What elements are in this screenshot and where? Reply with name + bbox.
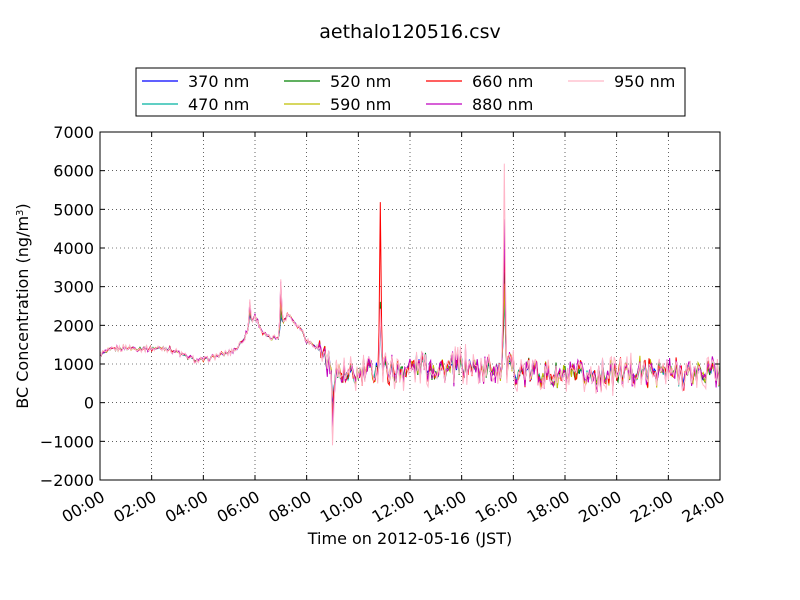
y-tick-label: 6000 — [53, 162, 94, 181]
x-tick-label: 02:00 — [110, 487, 159, 527]
x-axis-label: Time on 2012-05-16 (JST) — [307, 529, 512, 548]
y-tick-label: 7000 — [53, 123, 94, 142]
x-tick-label: 04:00 — [162, 487, 211, 527]
x-tick-label: 20:00 — [575, 487, 624, 527]
legend-label: 880 nm — [472, 95, 533, 114]
legend-label: 520 nm — [330, 72, 391, 91]
y-tick-label: 5000 — [53, 200, 94, 219]
legend-frame — [135, 67, 686, 117]
y-tick-label: −2000 — [40, 471, 94, 490]
legend-label: 660 nm — [472, 72, 533, 91]
x-tick-label: 14:00 — [420, 487, 469, 527]
x-tick-label: 12:00 — [369, 487, 418, 527]
y-tick-label: 2000 — [53, 316, 94, 335]
legend-label: 470 nm — [188, 95, 249, 114]
x-tick-label: 06:00 — [214, 487, 263, 527]
x-tick-label: 10:00 — [317, 487, 366, 527]
x-tick-label: 00:00 — [59, 487, 108, 527]
legend-label: 950 nm — [614, 72, 675, 91]
legend-label: 590 nm — [330, 95, 391, 114]
grid — [100, 132, 720, 480]
y-tick-label: −1000 — [40, 432, 94, 451]
chart-title: aethalo120516.csv — [319, 21, 501, 43]
x-tick-label: 18:00 — [524, 487, 573, 527]
y-axis-label: BC Concentration (ng/m3) — [13, 203, 32, 408]
y-tick-label: 1000 — [53, 355, 94, 374]
y-tick-label: 3000 — [53, 278, 94, 297]
legend-label: 370 nm — [188, 72, 249, 91]
legend: 370 nm 470 nm 520 nm 590 nm 660 nm 880 nm 950 … — [135, 67, 686, 117]
series-lines — [99, 163, 721, 446]
y-tick-label: 4000 — [53, 239, 94, 258]
y-tick-label: 0 — [84, 394, 94, 413]
x-tick-label: 08:00 — [265, 487, 314, 527]
x-tick-label: 16:00 — [472, 487, 521, 527]
x-tick-label: 24:00 — [679, 487, 728, 527]
plot-area — [100, 132, 720, 480]
series-line-950-nm — [99, 163, 721, 446]
x-tick-label: 22:00 — [627, 487, 676, 527]
